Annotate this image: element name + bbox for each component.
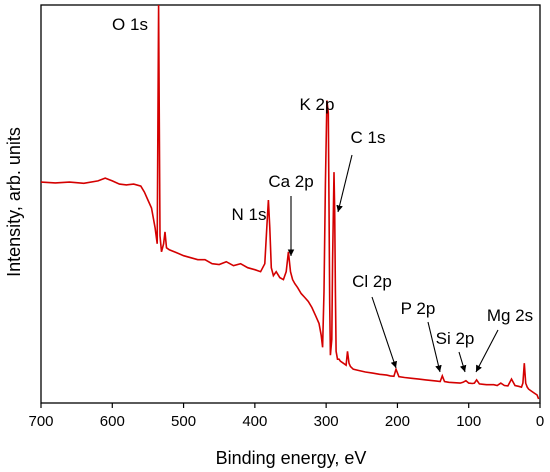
peak-label: Cl 2p <box>352 272 392 291</box>
peak-label: N 1s <box>232 205 267 224</box>
plot-frame <box>40 4 541 404</box>
x-tick-label: 300 <box>314 413 339 430</box>
x-tick-label: 100 <box>456 413 481 430</box>
x-tick-label: 700 <box>28 413 53 430</box>
x-tick-label: 0 <box>536 413 544 430</box>
peak-label: Si 2p <box>436 329 475 348</box>
x-tick-label: 200 <box>385 413 410 430</box>
x-ticks: 700 600 500 400 300 200 100 0 <box>28 403 544 430</box>
peak-label: P 2p <box>401 299 436 318</box>
y-axis-title: Intensity, arb. units <box>4 127 24 277</box>
peak-arrow <box>336 154 353 213</box>
x-tick-label: 600 <box>100 413 125 430</box>
x-axis-title: Binding energy, eV <box>216 448 367 468</box>
peak-label: C 1s <box>351 128 386 147</box>
peak-label: K 2p <box>300 95 335 114</box>
spectrum-line <box>40 4 540 400</box>
peak-label: O 1s <box>112 15 148 34</box>
peak-arrow <box>458 351 467 373</box>
peak-arrow <box>475 329 499 373</box>
peak-arrow <box>427 321 442 373</box>
x-tick-label: 400 <box>242 413 267 430</box>
peak-label: Ca 2p <box>268 172 313 191</box>
peak-label: Mg 2s <box>487 306 533 325</box>
peak-arrow <box>371 296 398 369</box>
x-tick-label: 500 <box>171 413 196 430</box>
